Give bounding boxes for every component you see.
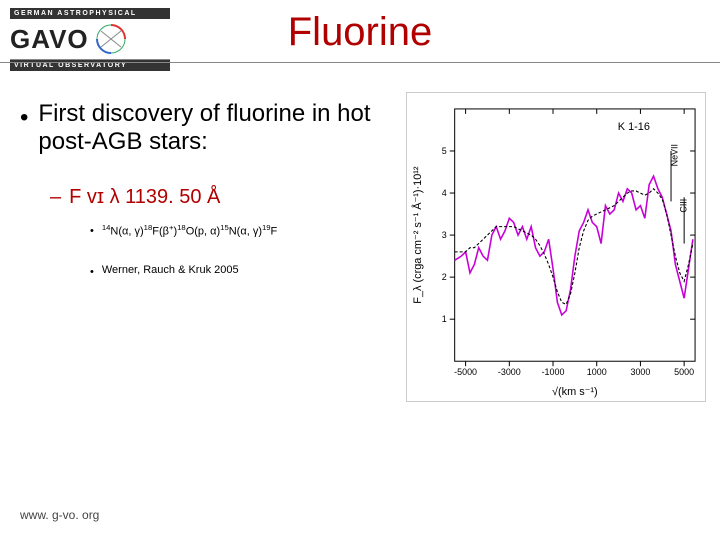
slide-header: GERMAN ASTROPHYSICAL GAVO VIRTUAL OBSERV… xyxy=(0,0,720,90)
bullet-dot-icon: • xyxy=(20,104,28,132)
bullet-level-2: – F ᴠɪ λ 1139. 50 Å xyxy=(50,186,400,209)
svg-text:4: 4 xyxy=(442,188,447,198)
discovery-text: First discovery of fluorine in hot post-… xyxy=(38,100,400,156)
footer-url: www. g-vo. org xyxy=(20,508,99,522)
logo-swirl-icon xyxy=(93,21,129,57)
title-underline xyxy=(0,62,720,63)
reaction-chain-text: 14N(α, γ)18F(β+)18O(p, α)15N(α, γ)19F xyxy=(102,223,277,238)
bullet-level-1: • First discovery of fluorine in hot pos… xyxy=(20,100,400,156)
slide-title: Fluorine xyxy=(288,10,433,55)
bullet-dot-small-icon: • xyxy=(90,266,94,278)
svg-text:F_λ (crga cm⁻² s⁻¹ Å⁻¹)·10¹²: F_λ (crga cm⁻² s⁻¹ Å⁻¹)·10¹² xyxy=(411,166,424,304)
svg-text:5000: 5000 xyxy=(674,367,694,377)
svg-text:1: 1 xyxy=(442,314,447,324)
svg-text:-3000: -3000 xyxy=(498,367,521,377)
svg-text:CIII: CIII xyxy=(678,199,688,213)
svg-text:NeVII: NeVII xyxy=(670,144,680,166)
logo-top-text: GERMAN ASTROPHYSICAL xyxy=(10,8,170,19)
reference-text: Werner, Rauch & Kruk 2005 xyxy=(102,264,239,276)
svg-text:√(km s⁻¹): √(km s⁻¹) xyxy=(552,386,598,398)
svg-text:2: 2 xyxy=(442,272,447,282)
chart-svg: 1 2 3 4 5 -5000 -3000 -1000 1000 3000 5000 √(km s⁻¹… xyxy=(407,93,705,401)
logo-main-text: GAVO xyxy=(10,24,89,55)
bullet-level-3-reaction: • 14N(α, γ)18F(β+)18O(p, α)15N(α, γ)19F xyxy=(90,223,400,238)
bullet-dot-small-icon: • xyxy=(90,225,94,237)
spectrum-chart: 1 2 3 4 5 -5000 -3000 -1000 1000 3000 5000 √(km s⁻¹… xyxy=(406,92,706,402)
svg-text:K 1-16: K 1-16 xyxy=(618,121,650,133)
spectral-line-text: F ᴠɪ λ 1139. 50 Å xyxy=(69,186,220,209)
content-area: • First discovery of fluorine in hot pos… xyxy=(20,100,400,304)
svg-text:-5000: -5000 xyxy=(454,367,477,377)
svg-text:3000: 3000 xyxy=(630,367,650,377)
bullet-level-3-reference: • Werner, Rauch & Kruk 2005 xyxy=(90,264,400,278)
bullet-dash-icon: – xyxy=(50,186,61,209)
svg-text:5: 5 xyxy=(442,146,447,156)
svg-text:-1000: -1000 xyxy=(542,367,565,377)
svg-text:3: 3 xyxy=(442,230,447,240)
svg-text:1000: 1000 xyxy=(587,367,607,377)
logo-middle: GAVO xyxy=(10,19,170,60)
gavo-logo: GERMAN ASTROPHYSICAL GAVO VIRTUAL OBSERV… xyxy=(10,8,170,66)
